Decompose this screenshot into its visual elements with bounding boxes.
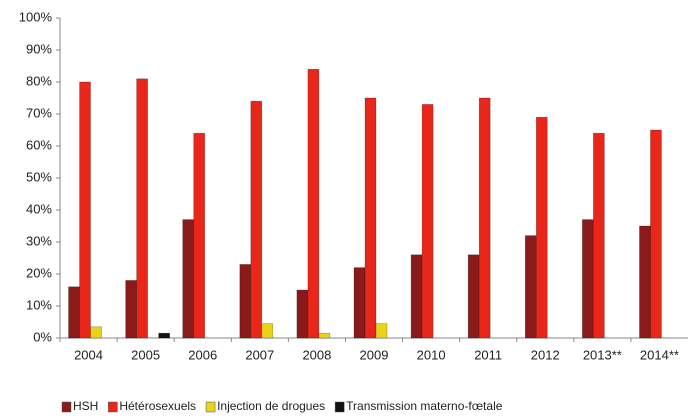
bar: [136, 78, 148, 339]
bar: [650, 129, 662, 339]
bar: [79, 81, 91, 339]
legend-swatch: [334, 401, 345, 413]
bar: [639, 225, 651, 339]
bar: [318, 332, 331, 339]
bar: [467, 254, 480, 339]
y-tick-label: 60%: [26, 137, 52, 152]
bar: [524, 235, 537, 339]
y-tick-label: 30%: [26, 233, 52, 248]
x-tick-label: 2012: [531, 347, 560, 362]
bar: [68, 286, 80, 339]
bar: [535, 116, 548, 339]
x-tick-label: 2007: [245, 347, 274, 362]
bar: [239, 264, 252, 339]
y-tick-label: 10%: [26, 297, 52, 312]
bar: [364, 97, 377, 339]
bar: [125, 280, 137, 339]
bar: [296, 289, 309, 339]
x-tick-label: 2006: [188, 347, 217, 362]
y-tick-label: 0%: [33, 329, 52, 344]
x-tick-label: 2005: [131, 347, 160, 362]
bar: [421, 104, 434, 339]
bar: [307, 68, 320, 339]
y-tick-label: 70%: [26, 105, 52, 120]
legend-swatch: [205, 401, 216, 413]
x-tick-label: 2014**: [640, 347, 679, 362]
y-tick-label: 40%: [26, 201, 52, 216]
bar: [375, 323, 388, 339]
x-tick-label: 2008: [302, 347, 331, 362]
bar: [261, 323, 274, 339]
y-tick-label: 90%: [26, 41, 52, 56]
bar: [250, 100, 263, 339]
x-tick-label: 2004: [74, 347, 103, 362]
bar: [182, 219, 195, 339]
x-tick-label: 2010: [417, 347, 446, 362]
x-tick-label: 2011: [474, 347, 502, 362]
bar: [353, 267, 366, 339]
bar: [193, 132, 206, 339]
bar: [478, 97, 491, 339]
legend-swatch: [61, 401, 72, 413]
legend-swatch: [108, 401, 118, 413]
x-tick-label: 2009: [360, 347, 389, 362]
x-tick-label: 2013**: [583, 347, 622, 362]
legend-label: Hétérosexuels: [119, 399, 196, 413]
y-tick-label: 100%: [19, 9, 53, 24]
legend-label: Transmission materno-fœtale: [346, 399, 503, 413]
bar: [410, 254, 423, 339]
legend-label: HSH: [73, 399, 98, 413]
bar: [90, 326, 102, 339]
bar: [582, 219, 594, 339]
legend-label: Injection de drogues: [217, 399, 325, 413]
y-tick-label: 80%: [26, 73, 52, 88]
y-tick-label: 50%: [26, 169, 52, 184]
bar: [593, 132, 605, 339]
bar: [158, 332, 170, 339]
y-tick-label: 20%: [26, 265, 52, 280]
